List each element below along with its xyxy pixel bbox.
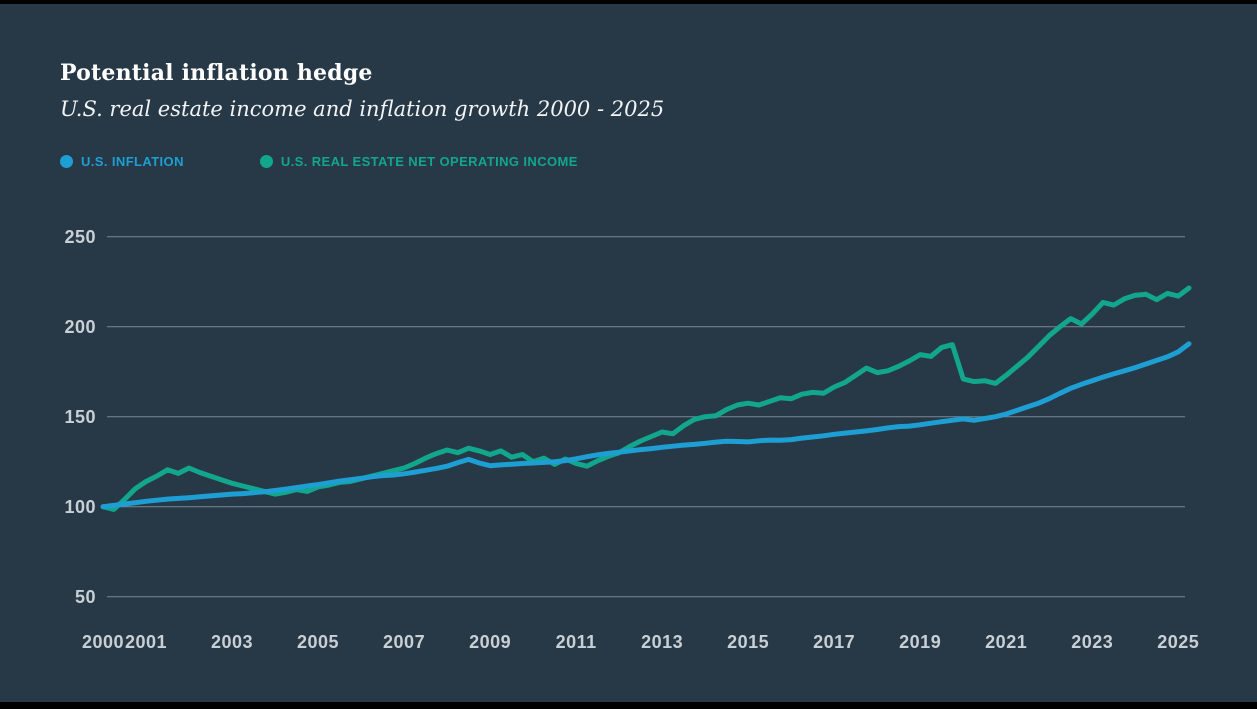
x-tick-label: 2019 [899, 632, 941, 652]
chart-card: Potential inflation hedge U.S. real esta… [0, 4, 1257, 702]
x-tick-label: 2017 [813, 632, 855, 652]
page-title: Potential inflation hedge [60, 60, 373, 86]
x-tick-label: 2009 [469, 632, 511, 652]
legend-label-inflation: U.S. INFLATION [81, 154, 184, 169]
x-tick-label: 2021 [985, 632, 1027, 652]
x-tick-label: 2007 [383, 632, 425, 652]
gridlines [107, 236, 1185, 598]
page-subtitle: U.S. real estate income and inflation gr… [60, 97, 665, 121]
x-tick-label: 2023 [1071, 632, 1113, 652]
legend-item-noi: U.S. REAL ESTATE NET OPERATING INCOME [259, 154, 578, 169]
legend-label-noi: U.S. REAL ESTATE NET OPERATING INCOME [280, 154, 578, 169]
inflation-dot-icon [60, 155, 73, 168]
series-lines [100, 285, 1192, 512]
y-tick-label: 50 [75, 587, 96, 607]
y-axis-labels: 50 100 150 200 250 [64, 227, 96, 607]
x-tick-label: 2015 [727, 632, 769, 652]
series-line-noi [100, 285, 1192, 512]
y-tick-label: 150 [64, 407, 96, 427]
series-line-inflation [100, 341, 1192, 510]
x-tick-label: 2000 [82, 632, 124, 652]
x-tick-label: 2011 [556, 632, 597, 652]
legend: U.S. INFLATION U.S. REAL ESTATE NET OPER… [60, 154, 578, 169]
x-tick-label: 2001 [125, 632, 167, 652]
x-axis-labels: 2000 2001 2003 2005 2007 2009 2011 2013 2015 2017… [82, 632, 1199, 652]
x-tick-label: 2005 [297, 632, 339, 652]
y-tick-label: 200 [64, 317, 96, 337]
y-tick-label: 250 [64, 227, 96, 247]
x-tick-label: 2003 [211, 632, 253, 652]
x-tick-label: 2025 [1157, 632, 1199, 652]
y-tick-label: 100 [64, 497, 96, 517]
legend-item-inflation: U.S. INFLATION [60, 154, 184, 169]
noi-dot-icon [259, 155, 273, 168]
x-tick-label: 2013 [641, 632, 683, 652]
